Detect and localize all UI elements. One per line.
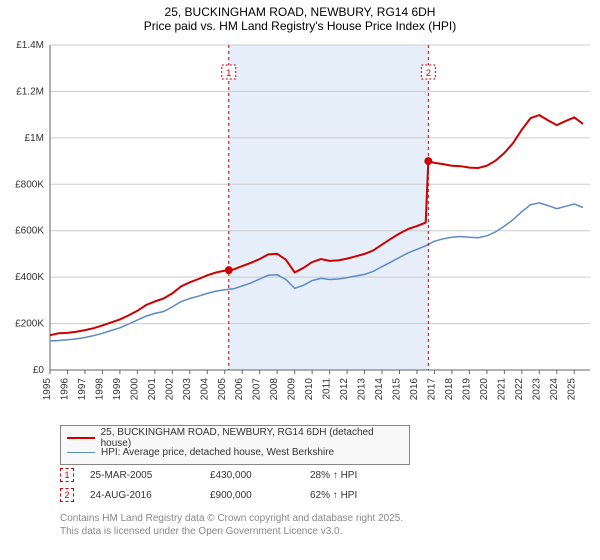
chart-container: 25, BUCKINGHAM ROAD, NEWBURY, RG14 6DH P… xyxy=(0,0,600,560)
price-chart: £0 £200K £400K £600K £800K £1M £1.2M £1.4M 1995 1… xyxy=(0,40,600,420)
y-tick-label: £600K xyxy=(15,226,44,237)
x-tick-label: 2002 xyxy=(164,378,175,401)
x-tick-label: 2000 xyxy=(129,378,140,401)
legend-label: HPI: Average price, detached house, West… xyxy=(101,447,334,458)
x-tick-label: 2023 xyxy=(531,378,542,401)
title-block: 25, BUCKINGHAM ROAD, NEWBURY, RG14 6DH P… xyxy=(0,5,600,33)
x-tick-label: 2012 xyxy=(339,378,350,401)
y-tick-label: £800K xyxy=(15,179,44,190)
sale-marker-dot xyxy=(424,157,432,165)
x-tick-label: 2001 xyxy=(147,378,158,401)
x-tick-label: 2018 xyxy=(444,378,455,401)
x-tick-label: 1998 xyxy=(94,378,105,401)
footnote-line-1: Contains HM Land Registry data © Crown c… xyxy=(60,512,403,525)
y-tick-label: £400K xyxy=(15,272,44,283)
x-tick-label: 2022 xyxy=(514,378,525,401)
x-tick-label: 2011 xyxy=(322,378,333,400)
x-tick-label: 2006 xyxy=(234,378,245,401)
legend-label: 25, BUCKINGHAM ROAD, NEWBURY, RG14 6DH (… xyxy=(101,427,403,449)
x-tick-label: 2017 xyxy=(426,378,437,401)
sale-delta: 28% ↑ HPI xyxy=(310,470,410,481)
title-line-1: 25, BUCKINGHAM ROAD, NEWBURY, RG14 6DH xyxy=(0,5,600,19)
legend-swatch xyxy=(67,452,95,453)
x-tick-label: 1997 xyxy=(77,378,88,401)
title-line-2: Price paid vs. HM Land Registry's House … xyxy=(0,19,600,33)
y-tick-label: £200K xyxy=(15,319,44,330)
sale-date: 24-AUG-2016 xyxy=(90,490,210,501)
legend-row: 25, BUCKINGHAM ROAD, NEWBURY, RG14 6DH (… xyxy=(67,430,403,445)
sale-row: 2 24-AUG-2016£900,00062% ↑ HPI xyxy=(60,485,410,505)
x-tick-label: 2008 xyxy=(269,378,280,401)
x-tick-label: 2015 xyxy=(392,378,403,401)
x-tick-label: 2016 xyxy=(409,378,420,401)
sale-period-band xyxy=(229,45,429,370)
sale-row-marker: 2 xyxy=(60,488,74,502)
x-tick-label: 2024 xyxy=(549,378,560,401)
x-tick-label: 2009 xyxy=(287,378,298,401)
sale-delta: 62% ↑ HPI xyxy=(310,490,410,501)
sale-price: £900,000 xyxy=(210,490,310,501)
x-tick-label: 2003 xyxy=(182,378,193,401)
x-tick-label: 2020 xyxy=(479,378,490,401)
x-tick-label: 2005 xyxy=(217,378,228,401)
legend: 25, BUCKINGHAM ROAD, NEWBURY, RG14 6DH (… xyxy=(60,425,410,465)
x-tick-label: 2010 xyxy=(304,378,315,401)
sale-marker-dot xyxy=(225,266,233,274)
x-tick-label: 1995 xyxy=(42,378,53,401)
x-tick-label: 2013 xyxy=(357,378,368,401)
sale-price: £430,000 xyxy=(210,470,310,481)
x-tick-label: 1999 xyxy=(112,378,123,401)
x-tick-label: 2019 xyxy=(461,378,472,401)
x-tick-label: 1996 xyxy=(59,378,70,401)
y-tick-label: £0 xyxy=(33,365,45,376)
footnote-line-2: This data is licensed under the Open Gov… xyxy=(60,525,403,538)
x-tick-label: 2007 xyxy=(252,378,263,401)
sale-row: 1 25-MAR-2005£430,00028% ↑ HPI xyxy=(60,465,410,485)
legend-swatch xyxy=(67,437,95,439)
y-tick-label: £1.4M xyxy=(16,40,44,51)
x-tick-label: 2014 xyxy=(374,378,385,401)
footnote: Contains HM Land Registry data © Crown c… xyxy=(60,512,403,538)
y-tick-label: £1.2M xyxy=(16,86,44,97)
sale-row-marker: 1 xyxy=(60,468,74,482)
x-tick-label: 2021 xyxy=(496,378,507,401)
x-tick-label: 2004 xyxy=(199,378,210,401)
sale-marker-number: 1 xyxy=(226,68,231,78)
sales-table: 1 25-MAR-2005£430,00028% ↑ HPI 2 24-AUG-201… xyxy=(60,465,410,505)
sale-marker-number: 2 xyxy=(426,68,431,78)
x-tick-label: 2025 xyxy=(566,378,577,401)
sale-date: 25-MAR-2005 xyxy=(90,470,210,481)
y-tick-label: £1M xyxy=(25,133,44,144)
